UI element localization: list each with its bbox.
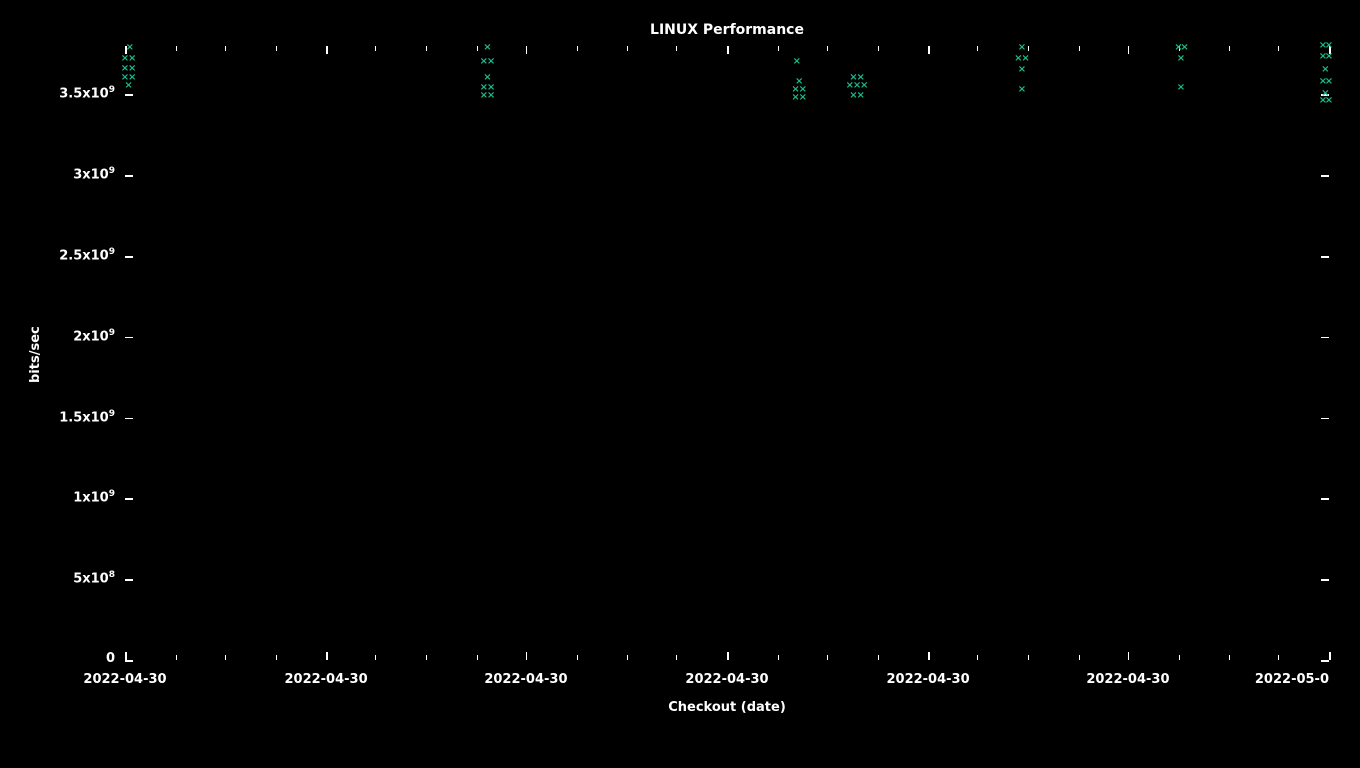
x-minor-tick-mark	[878, 655, 879, 660]
x-minor-tick-mark	[176, 655, 177, 660]
y-tick-label: 3.5x109	[59, 85, 115, 101]
x-minor-tick-mark	[1079, 655, 1080, 660]
x-tick-mark	[928, 46, 930, 54]
x-tick-mark	[727, 652, 729, 660]
x-minor-tick-mark	[778, 46, 779, 51]
x-tick-label: 2022-05-0	[1255, 672, 1329, 687]
x-minor-tick-mark	[176, 46, 177, 51]
x-minor-tick-mark	[676, 655, 677, 660]
x-tick-mark	[526, 652, 528, 660]
chart-title: LINUX Performance	[650, 22, 804, 38]
y-tick-mark	[125, 660, 133, 662]
x-tick-mark	[125, 652, 127, 660]
x-minor-tick-mark	[426, 655, 427, 660]
x-tick-mark	[727, 46, 729, 54]
x-minor-tick-mark	[977, 655, 978, 660]
x-tick-mark	[1128, 46, 1130, 54]
x-minor-tick-mark	[477, 46, 478, 51]
x-minor-tick-mark	[627, 655, 628, 660]
x-minor-tick-mark	[375, 46, 376, 51]
x-minor-tick-mark	[426, 46, 427, 51]
x-minor-tick-mark	[1229, 655, 1230, 660]
x-minor-tick-mark	[827, 655, 828, 660]
x-minor-tick-mark	[577, 655, 578, 660]
x-minor-tick-mark	[827, 46, 828, 51]
y-tick-mark	[1321, 498, 1329, 500]
x-tick-mark	[326, 652, 328, 660]
x-minor-tick-mark	[375, 655, 376, 660]
x-minor-tick-mark	[1179, 655, 1180, 660]
chart-container: LINUX Performance bits/sec Checkout (dat…	[0, 0, 1360, 768]
x-minor-tick-mark	[1079, 46, 1080, 51]
plot-area	[125, 46, 1329, 660]
x-minor-tick-mark	[276, 655, 277, 660]
x-minor-tick-mark	[676, 46, 677, 51]
y-tick-mark	[1321, 660, 1329, 662]
x-tick-label: 2022-04-30	[83, 672, 166, 687]
x-minor-tick-mark	[778, 655, 779, 660]
x-tick-label: 2022-04-30	[484, 672, 567, 687]
x-minor-tick-mark	[1028, 46, 1029, 51]
x-minor-tick-mark	[1179, 46, 1180, 51]
x-tick-label: 2022-04-30	[685, 672, 768, 687]
y-tick-label: 1x109	[73, 489, 115, 505]
x-tick-mark	[928, 652, 930, 660]
y-tick-label: 5x108	[73, 570, 115, 586]
x-minor-tick-mark	[878, 46, 879, 51]
x-tick-mark	[125, 46, 127, 54]
y-axis-label: bits/sec	[28, 326, 43, 383]
x-minor-tick-mark	[225, 655, 226, 660]
x-minor-tick-mark	[1028, 655, 1029, 660]
x-minor-tick-mark	[627, 46, 628, 51]
y-tick-mark	[125, 337, 133, 339]
y-tick-mark	[1321, 256, 1329, 258]
x-tick-mark	[1329, 652, 1331, 660]
x-minor-tick-mark	[1278, 655, 1279, 660]
y-tick-mark	[1321, 337, 1329, 339]
y-tick-mark	[1321, 579, 1329, 581]
x-tick-label: 2022-04-30	[1086, 672, 1169, 687]
x-tick-mark	[526, 46, 528, 54]
y-tick-label: 0	[106, 651, 115, 666]
x-minor-tick-mark	[276, 46, 277, 51]
x-minor-tick-mark	[977, 46, 978, 51]
y-tick-mark	[125, 175, 133, 177]
x-minor-tick-mark	[1229, 46, 1230, 51]
y-tick-label: 3x109	[73, 166, 115, 182]
x-tick-mark	[326, 46, 328, 54]
x-axis-label: Checkout (date)	[668, 700, 786, 715]
y-tick-mark	[125, 256, 133, 258]
y-tick-mark	[125, 418, 133, 420]
y-tick-label: 2.5x109	[59, 247, 115, 263]
y-tick-label: 2x109	[73, 328, 115, 344]
x-tick-mark	[1128, 652, 1130, 660]
x-tick-label: 2022-04-30	[886, 672, 969, 687]
y-tick-label: 1.5x109	[59, 409, 115, 425]
y-tick-mark	[125, 498, 133, 500]
x-minor-tick-mark	[225, 46, 226, 51]
y-tick-mark	[125, 94, 133, 96]
x-tick-mark	[1329, 46, 1331, 54]
x-minor-tick-mark	[477, 655, 478, 660]
x-minor-tick-mark	[577, 46, 578, 51]
y-tick-mark	[125, 579, 133, 581]
y-tick-mark	[1321, 418, 1329, 420]
x-minor-tick-mark	[1278, 46, 1279, 51]
y-tick-mark	[1321, 94, 1329, 96]
y-tick-mark	[1321, 175, 1329, 177]
x-tick-label: 2022-04-30	[284, 672, 367, 687]
